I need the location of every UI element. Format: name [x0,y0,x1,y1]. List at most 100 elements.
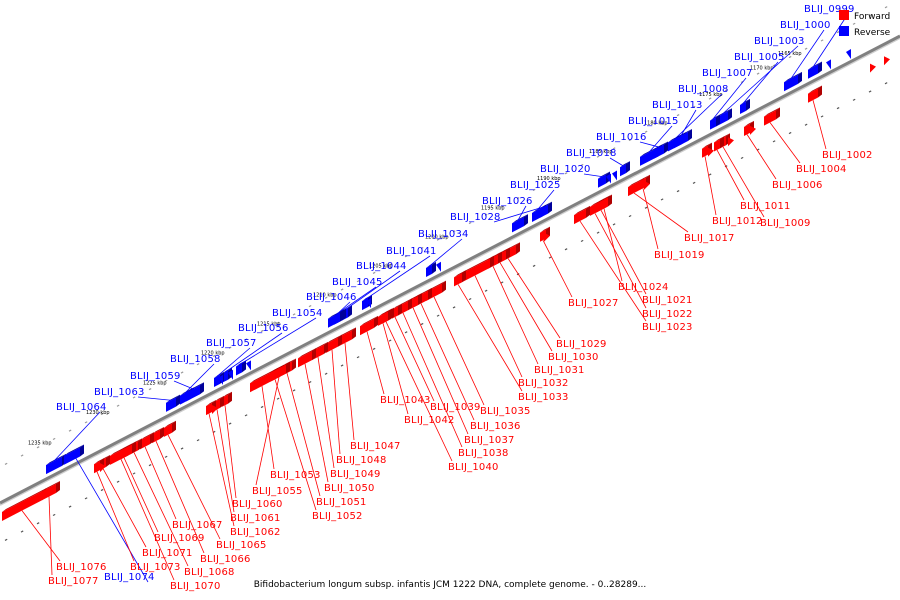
reverse-gene-blij-1005[interactable] [740,98,750,115]
gene-label-blij-1006[interactable]: BLIJ_1006 [772,180,823,191]
gene-label-blij-1005[interactable]: BLIJ_1005 [734,52,785,63]
small-forward-gene[interactable] [884,56,890,66]
gene-label-blij-1062[interactable]: BLIJ_1062 [230,527,281,538]
forward-gene-blij-1032[interactable] [460,255,494,284]
gene-label-blij-1071[interactable]: BLIJ_1071 [142,548,193,559]
forward-gene-blij-1023[interactable] [574,205,590,225]
gene-label-blij-1019[interactable]: BLIJ_1019 [654,250,705,261]
gene-label-blij-1044[interactable]: BLIJ_1044 [356,261,407,272]
gene-label-blij-1076[interactable]: BLIJ_1076 [56,562,107,573]
gene-label-blij-1048[interactable]: BLIJ_1048 [336,455,387,466]
reverse-gene-blij-1059[interactable] [186,382,204,402]
reverse-gene-blij-1074[interactable] [64,444,84,465]
gene-label-blij-1008[interactable]: BLIJ_1008 [678,84,729,95]
gene-label-blij-1031[interactable]: BLIJ_1031 [534,365,585,376]
gene-label-blij-1000[interactable]: BLIJ_1000 [780,20,831,31]
small-forward-gene[interactable] [212,404,218,414]
gene-label-blij-1028[interactable]: BLIJ_1028 [450,212,501,223]
forward-gene-blij-1002[interactable] [808,85,822,103]
gene-label-blij-1023[interactable]: BLIJ_1023 [642,322,693,333]
gene-label-blij-1007[interactable]: BLIJ_1007 [702,68,753,79]
small-forward-gene[interactable] [870,63,876,73]
gene-label-blij-1009[interactable]: BLIJ_1009 [760,218,811,229]
gene-label-blij-1057[interactable]: BLIJ_1057 [206,338,257,349]
gene-label-blij-1037[interactable]: BLIJ_1037 [464,435,515,446]
forward-gene-blij-1055[interactable] [272,361,290,381]
gene-label-blij-1003[interactable]: BLIJ_1003 [754,36,805,47]
gene-label-blij-1058[interactable]: BLIJ_1058 [170,354,221,365]
gene-label-blij-1036[interactable]: BLIJ_1036 [470,421,521,432]
forward-gene-blij-1070[interactable] [110,441,136,465]
small-reverse-gene[interactable] [246,360,251,371]
small-forward-gene[interactable] [644,180,650,190]
gene-label-blij-1059[interactable]: BLIJ_1059 [130,371,181,382]
gene-label-blij-1041[interactable]: BLIJ_1041 [386,246,437,257]
gene-label-blij-1020[interactable]: BLIJ_1020 [540,164,591,175]
gene-label-blij-1032[interactable]: BLIJ_1032 [518,378,569,389]
forward-gene-blij-1043[interactable] [360,315,378,336]
gene-label-blij-1065[interactable]: BLIJ_1065 [216,540,267,551]
reverse-gene-blij-1034[interactable] [426,261,436,277]
gene-label-blij-1061[interactable]: BLIJ_1061 [230,513,281,524]
small-forward-gene[interactable] [728,137,734,147]
gene-label-blij-1067[interactable]: BLIJ_1067 [172,520,223,531]
reverse-gene-blij-1063[interactable] [166,394,180,412]
gene-label-blij-1013[interactable]: BLIJ_1013 [652,100,703,111]
reverse-gene-blij-1007[interactable] [710,114,720,130]
gene-label-blij-1026[interactable]: BLIJ_1026 [482,196,533,207]
forward-gene-blij-1042[interactable] [378,308,392,326]
gene-label-blij-1054[interactable]: BLIJ_1054 [272,308,323,319]
gene-label-blij-1030[interactable]: BLIJ_1030 [548,352,599,363]
reverse-gene-blij-0999[interactable] [808,61,822,79]
gene-label-blij-1055[interactable]: BLIJ_1055 [252,486,303,497]
gene-label-blij-1029[interactable]: BLIJ_1029 [556,339,607,350]
gene-label-blij-1056[interactable]: BLIJ_1056 [238,323,289,334]
gene-label-blij-1051[interactable]: BLIJ_1051 [316,497,367,508]
gene-label-blij-1025[interactable]: BLIJ_1025 [510,180,561,191]
small-reverse-gene[interactable] [436,261,441,272]
reverse-gene-blij-1046[interactable] [334,309,344,325]
gene-label-blij-1038[interactable]: BLIJ_1038 [458,448,509,459]
gene-label-blij-1024[interactable]: BLIJ_1024 [618,282,669,293]
forward-gene-blij-1011[interactable] [714,136,724,152]
small-reverse-gene[interactable] [228,369,233,380]
gene-label-blij-1047[interactable]: BLIJ_1047 [350,441,401,452]
forward-gene-blij-1004[interactable] [764,107,780,126]
gene-label-blij-1039[interactable]: BLIJ_1039 [430,402,481,413]
gene-label-blij-1018[interactable]: BLIJ_1018 [566,148,617,159]
gene-label-blij-1066[interactable]: BLIJ_1066 [200,554,251,565]
small-reverse-gene[interactable] [366,298,371,309]
forward-gene-blij-1067[interactable] [140,432,154,450]
reverse-gene-blij-1026[interactable] [512,214,528,233]
reverse-gene-blij-1018[interactable] [620,161,630,177]
small-reverse-gene[interactable] [612,170,617,181]
gene-label-blij-1068[interactable]: BLIJ_1068 [184,567,235,578]
gene-label-blij-1027[interactable]: BLIJ_1027 [568,298,619,309]
forward-gene-blij-1024[interactable] [600,194,612,211]
reverse-gene-blij-1016[interactable] [654,141,668,159]
small-reverse-gene[interactable] [606,173,611,184]
small-reverse-gene[interactable] [218,374,223,385]
gene-label-blij-1022[interactable]: BLIJ_1022 [642,309,693,320]
small-forward-gene[interactable] [100,463,106,473]
gene-label-blij-1033[interactable]: BLIJ_1033 [518,392,569,403]
gene-label-blij-1004[interactable]: BLIJ_1004 [796,164,847,175]
gene-label-blij-1042[interactable]: BLIJ_1042 [404,415,455,426]
gene-label-blij-1053[interactable]: BLIJ_1053 [270,470,321,481]
gene-label-blij-1063[interactable]: BLIJ_1063 [94,387,145,398]
small-forward-gene[interactable] [750,125,756,135]
gene-label-blij-0999[interactable]: BLIJ_0999 [804,4,855,15]
gene-label-blij-1017[interactable]: BLIJ_1017 [684,233,735,244]
gene-label-blij-1016[interactable]: BLIJ_1016 [596,132,647,143]
gene-label-blij-1077[interactable]: BLIJ_1077 [48,576,99,587]
gene-label-blij-1046[interactable]: BLIJ_1046 [306,292,357,303]
gene-label-blij-1034[interactable]: BLIJ_1034 [418,229,469,240]
gene-label-blij-1074[interactable]: BLIJ_1074 [104,572,155,583]
gene-label-blij-1070[interactable]: BLIJ_1070 [170,581,221,592]
forward-gene-blij-1065[interactable] [164,420,176,437]
forward-gene-blij-1077[interactable] [42,480,60,501]
reverse-gene-blij-1054[interactable] [236,360,246,376]
forward-gene-blij-1050[interactable] [298,348,316,368]
gene-label-blij-1015[interactable]: BLIJ_1015 [628,116,679,127]
small-forward-gene[interactable] [708,147,714,157]
